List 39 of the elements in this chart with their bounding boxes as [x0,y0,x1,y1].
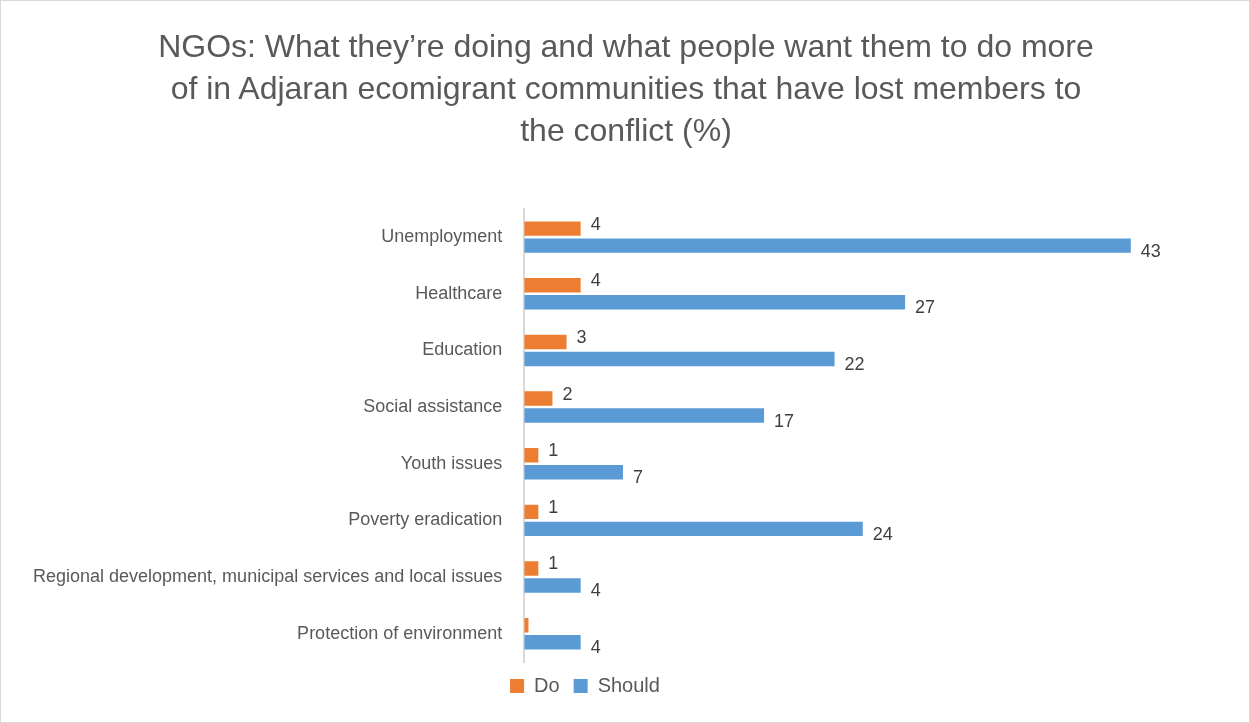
data-label: 4 [590,270,601,291]
bar [524,634,581,650]
legend-label: Do [534,673,560,696]
bar [524,221,581,236]
data-label: 24 [872,523,893,544]
data-label: 27 [915,297,936,318]
y-tick-label: Regional development, municipal services and local issues [33,565,503,586]
y-tick-label: Healthcare [415,282,503,303]
bar [524,465,623,480]
y-tick-label: Protection of environment [297,622,503,643]
bar [524,578,581,593]
legend-label: Should [597,673,660,696]
bar [524,334,567,350]
data-label: 17 [774,410,795,431]
data-label: 1 [548,440,559,461]
y-tick-label: Unemployment [381,226,503,247]
bar [524,278,581,293]
data-label: 2 [562,383,573,404]
data-label: 22 [844,353,865,374]
chart-title: NGOs: What they’re doing and what people want them to do more of in Adjaran ecomigrant communities that have lost members to the conflict (%) [157,27,1095,150]
data-label: 4 [590,637,601,658]
data-label: 4 [590,580,601,601]
data-label: 7 [632,467,643,488]
data-label: 43 [1140,240,1161,261]
data-label: 1 [548,553,559,574]
bar [524,351,835,367]
y-tick-label: Youth issues [400,452,503,473]
y-tick-label: Education [422,339,503,360]
bar [524,408,765,423]
bar [524,238,1131,253]
data-label: 1 [548,496,559,517]
y-tick-label: Social assistance [363,396,503,417]
bar [524,561,539,576]
y-tick-label: Poverty eradication [348,509,503,530]
bar [524,521,863,537]
data-label: 4 [590,213,601,234]
bar [524,295,906,310]
bar [524,391,553,406]
data-label: 3 [576,326,587,347]
